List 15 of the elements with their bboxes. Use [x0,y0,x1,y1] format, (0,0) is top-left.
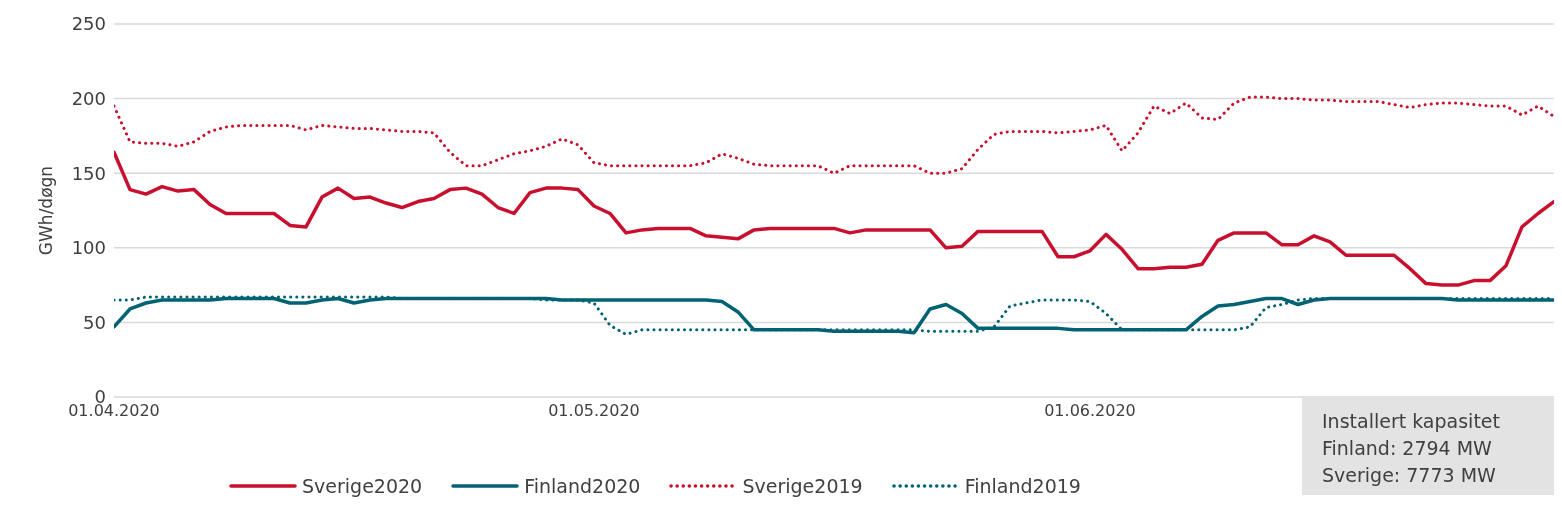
y-tick-label: 100 [71,237,106,259]
x-tick-label: 01.05.2020 [548,401,640,421]
x-tick-label: 01.06.2020 [1044,401,1136,421]
line-series [114,150,1554,287]
legend-label: Finland2019 [964,475,1081,497]
note-box: Installert kapasitet Finland: 2794 MW Sverige: 7773 MW [1302,398,1554,495]
y-tick-label: 250 [71,13,106,35]
legend-label: Sverige2019 [742,475,863,497]
legend-label: Sverige2020 [302,475,423,497]
legend-label: Finland2020 [524,475,641,497]
y-axis-title: GWh/døgn [36,165,57,256]
line-series [114,95,1554,175]
y-tick-label: 150 [71,162,106,184]
y-tick-label: 50 [83,311,106,333]
y-tick-label: 200 [71,87,106,109]
